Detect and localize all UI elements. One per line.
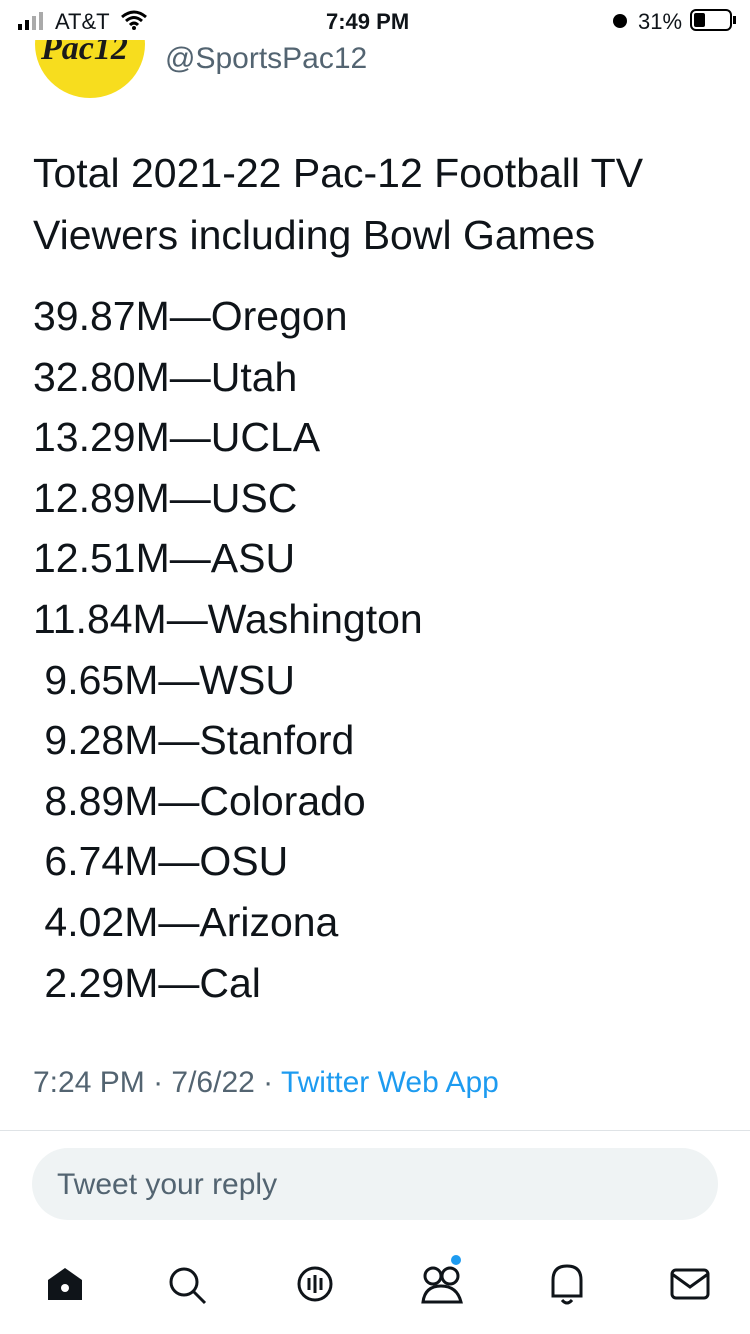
tweet-line: 11.84M—Washington: [33, 596, 423, 642]
messages-tab[interactable]: [670, 1268, 710, 1300]
tweet-line: 12.89M—USC: [33, 474, 298, 521]
tweet-line: 39.87M—Oregon: [33, 293, 348, 339]
status-bar: AT&T 7:49 PM 31%: [0, 0, 750, 40]
handle[interactable]: @SportsPac12: [165, 42, 368, 75]
tweet-title-line: Total 2021-22 Pac-12 Football TV: [33, 150, 644, 196]
home-tab[interactable]: [48, 1268, 82, 1300]
tweet-source[interactable]: Twitter Web App: [280, 1066, 499, 1099]
tweet-line: 9.65M—WSU: [33, 656, 295, 703]
tweet-line: 2.29M—Cal: [33, 959, 261, 1006]
tweet-title-line: Viewers including Bowl Games: [33, 212, 596, 258]
tweet-time: 7:24 PM: [33, 1066, 145, 1099]
tweet-line: 8.89M—Colorado: [33, 777, 366, 824]
carrier: AT&T: [55, 9, 110, 34]
tweet-line: 4.02M—Arizona: [33, 899, 339, 945]
tweet-meta: 7:24 PM · 7/6/22 · Twitter Web App: [33, 1066, 499, 1099]
tweet-line: 32.80M—Utah: [33, 353, 298, 400]
reply-box[interactable]: Tweet your reply: [32, 1148, 718, 1220]
wifi-icon: [121, 10, 147, 30]
battery-icon: [690, 9, 736, 31]
tweet-line: 12.51M—ASU: [33, 535, 296, 582]
clock: 7:49 PM: [326, 9, 410, 34]
tweet-line: 6.74M—OSU: [33, 838, 289, 885]
communities-tab[interactable]: [421, 1255, 463, 1304]
divider: [0, 1130, 750, 1131]
spaces-tab[interactable]: [297, 1266, 333, 1302]
reply-placeholder: Tweet your reply: [57, 1168, 278, 1201]
tweet-line: 9.28M—Stanford: [33, 717, 355, 764]
tweet-date: 7/6/22: [171, 1066, 255, 1099]
alarm-icon: [613, 14, 627, 28]
tweet-line: 13.29M—UCLA: [33, 414, 321, 461]
search-tab[interactable]: [169, 1267, 207, 1305]
battery-percent: 31%: [638, 9, 683, 34]
notifications-tab[interactable]: [551, 1264, 583, 1305]
tab-bar: [48, 1255, 710, 1305]
signal-icon: [18, 12, 43, 30]
